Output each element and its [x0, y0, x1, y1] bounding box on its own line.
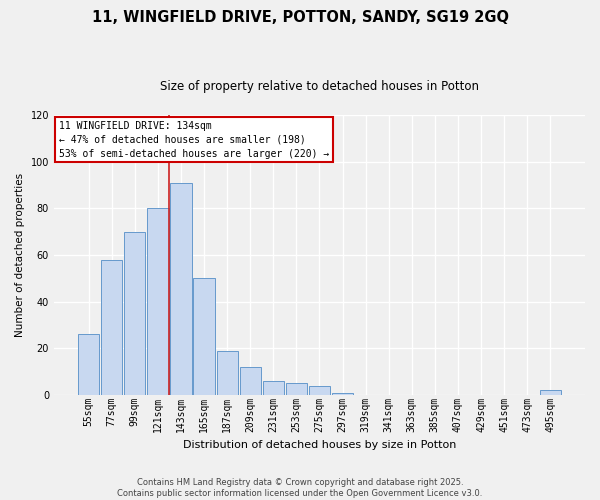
Text: 11 WINGFIELD DRIVE: 134sqm
← 47% of detached houses are smaller (198)
53% of sem: 11 WINGFIELD DRIVE: 134sqm ← 47% of deta… [59, 120, 329, 158]
Text: Contains HM Land Registry data © Crown copyright and database right 2025.
Contai: Contains HM Land Registry data © Crown c… [118, 478, 482, 498]
Bar [124, 232, 145, 395]
Bar [539, 390, 561, 395]
Bar [193, 278, 215, 395]
Title: Size of property relative to detached houses in Potton: Size of property relative to detached ho… [160, 80, 479, 93]
Bar [147, 208, 169, 395]
Bar [286, 384, 307, 395]
Bar [217, 350, 238, 395]
X-axis label: Distribution of detached houses by size in Potton: Distribution of detached houses by size … [183, 440, 456, 450]
Bar [78, 334, 99, 395]
Text: 11, WINGFIELD DRIVE, POTTON, SANDY, SG19 2GQ: 11, WINGFIELD DRIVE, POTTON, SANDY, SG19… [91, 10, 509, 25]
Y-axis label: Number of detached properties: Number of detached properties [15, 173, 25, 337]
Bar [332, 392, 353, 395]
Bar [170, 182, 191, 395]
Bar [239, 367, 261, 395]
Bar [101, 260, 122, 395]
Bar [263, 381, 284, 395]
Bar [309, 386, 330, 395]
